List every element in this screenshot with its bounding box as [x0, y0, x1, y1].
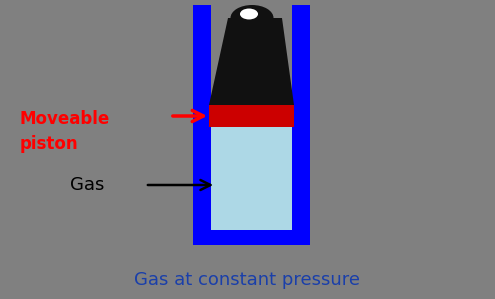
Bar	[211, 127, 292, 230]
Bar	[193, 227, 310, 245]
Polygon shape	[209, 18, 294, 105]
Circle shape	[240, 9, 258, 19]
Bar	[209, 105, 294, 127]
Text: Moveable: Moveable	[20, 110, 110, 128]
Text: Gas: Gas	[70, 176, 104, 194]
Text: piston: piston	[20, 135, 78, 153]
Bar	[193, 5, 211, 245]
Bar	[292, 5, 310, 245]
Text: Gas at constant pressure: Gas at constant pressure	[135, 271, 360, 289]
Bar	[248, 18, 256, 31]
Circle shape	[231, 5, 274, 31]
